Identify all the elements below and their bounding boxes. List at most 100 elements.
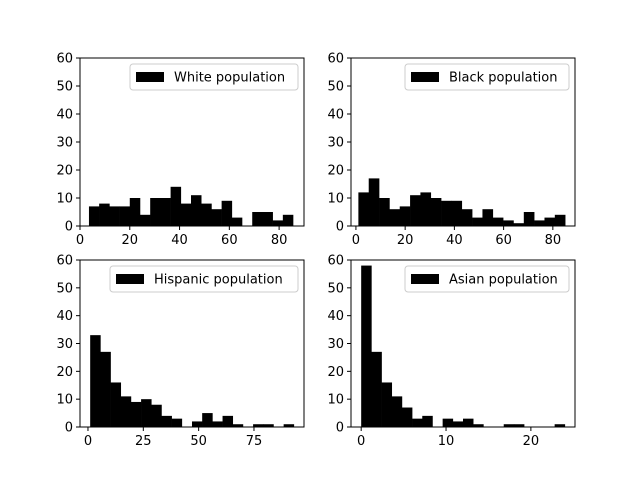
- legend-box: [129, 63, 299, 91]
- histogram-bar: [513, 223, 525, 226]
- histogram-bar: [222, 415, 234, 427]
- y-tick-label: 60: [327, 52, 344, 67]
- legend-label: Asian population: [449, 273, 558, 288]
- histogram-bar: [503, 220, 514, 226]
- x-tick-label: 0: [84, 434, 92, 449]
- subplot-2: 0 10 20 30 40 50 60 0 20 40 60 80 Black population: [327, 52, 576, 248]
- histogram-bar: [554, 424, 566, 427]
- histogram-bar: [212, 421, 223, 427]
- histogram-bar: [482, 209, 494, 226]
- legend-swatch: [116, 274, 144, 284]
- histogram-bar: [160, 198, 171, 226]
- x-tick-label: 40: [171, 233, 188, 248]
- histogram-bar: [420, 192, 432, 226]
- y-tick-label: 50: [56, 281, 73, 296]
- y-tick-label: 40: [56, 309, 73, 324]
- histogram-bar: [381, 382, 393, 427]
- histogram-bar: [130, 401, 142, 427]
- histogram-bar: [441, 200, 452, 226]
- histogram-bar: [368, 178, 380, 226]
- y-tick-label: 60: [56, 52, 73, 67]
- x-tick-label: 0: [352, 233, 360, 248]
- y-tick-label: 60: [327, 254, 344, 269]
- y-tick-label: 50: [56, 80, 73, 95]
- x-tick-label: 20: [523, 434, 540, 449]
- histogram-bar: [513, 424, 525, 427]
- histogram-bar: [262, 212, 273, 226]
- x-tick-label: 20: [397, 233, 414, 248]
- histogram-bar: [100, 351, 111, 427]
- histogram-bar: [180, 203, 192, 226]
- x-tick-label: 40: [446, 233, 463, 248]
- histogram-bar: [461, 209, 473, 226]
- subplot-3: 0 10 20 30 40 50 60 0 25 50 75 Hispanic population: [56, 254, 305, 449]
- subplot-4: 0 10 20 30 40 50 60 0 10 20 Asian population: [327, 254, 576, 449]
- x-tick-label: 80: [545, 233, 562, 248]
- x-tick-label: 50: [190, 434, 207, 449]
- histogram-bar: [201, 203, 212, 226]
- histogram-bar: [361, 265, 372, 427]
- histogram-bar: [430, 198, 442, 226]
- histogram-bar: [399, 206, 411, 226]
- histogram-bar: [451, 200, 463, 226]
- y-tick-label: 0: [65, 220, 73, 235]
- histogram-bar: [389, 209, 401, 226]
- histogram-bar: [192, 421, 203, 427]
- histogram-bar: [422, 415, 433, 427]
- legend-box: [109, 265, 299, 293]
- histogram-bar: [412, 418, 423, 427]
- subplot-1: 0 10 20 30 40 50 60 0 20 40 60 80 White population: [56, 52, 305, 248]
- y-tick-label: 30: [56, 136, 73, 151]
- histogram-bar: [191, 195, 202, 226]
- histogram-bar: [473, 424, 484, 427]
- histogram-bar: [211, 209, 222, 226]
- histogram-bar: [110, 382, 122, 427]
- legend: Asian population: [404, 265, 570, 293]
- histogram-bar: [544, 217, 556, 226]
- histogram-bar: [170, 186, 182, 226]
- y-tick-label: 30: [327, 136, 344, 151]
- histogram-bar: [252, 212, 263, 226]
- histogram-bar: [150, 198, 161, 226]
- y-tick-label: 20: [56, 365, 73, 380]
- y-tick-label: 30: [327, 337, 344, 352]
- legend-label: Black population: [449, 71, 557, 86]
- histogram-bar: [202, 413, 213, 427]
- histogram-bar: [139, 214, 151, 226]
- x-tick-label: 25: [135, 434, 152, 449]
- histogram-bar: [263, 424, 274, 427]
- y-tick-label: 0: [336, 421, 344, 436]
- histogram-bar: [379, 198, 390, 226]
- histogram-bar: [371, 351, 382, 427]
- histogram-bar: [171, 418, 183, 427]
- y-tick-label: 10: [56, 393, 73, 408]
- histogram-bar: [391, 396, 403, 427]
- legend-label: White population: [174, 71, 285, 86]
- y-tick-label: 0: [336, 220, 344, 235]
- histogram-bar: [90, 335, 101, 427]
- histogram-bar: [161, 415, 172, 427]
- x-tick-label: 60: [221, 233, 238, 248]
- histogram-bar: [253, 424, 264, 427]
- legend-label: Hispanic population: [154, 273, 283, 288]
- legend-box: [404, 63, 570, 91]
- x-tick-label: 0: [76, 233, 84, 248]
- histogram-bar: [99, 203, 110, 226]
- histogram-bar: [442, 418, 454, 427]
- y-tick-label: 50: [327, 281, 344, 296]
- y-tick-label: 10: [327, 192, 344, 207]
- histogram-bar: [231, 217, 243, 226]
- histogram-bar: [492, 217, 504, 226]
- legend: Black population: [404, 63, 570, 91]
- legend-box: [404, 265, 570, 293]
- x-tick-label: 80: [271, 233, 288, 248]
- histogram-bar: [401, 407, 413, 427]
- histogram-bar: [534, 220, 545, 226]
- histogram-bar: [358, 192, 370, 226]
- y-tick-label: 60: [56, 254, 73, 269]
- x-tick-label: 60: [495, 233, 512, 248]
- y-tick-label: 40: [327, 108, 344, 123]
- histogram-bar: [151, 404, 162, 427]
- histogram-bar: [88, 206, 100, 226]
- histogram-bar: [221, 200, 233, 226]
